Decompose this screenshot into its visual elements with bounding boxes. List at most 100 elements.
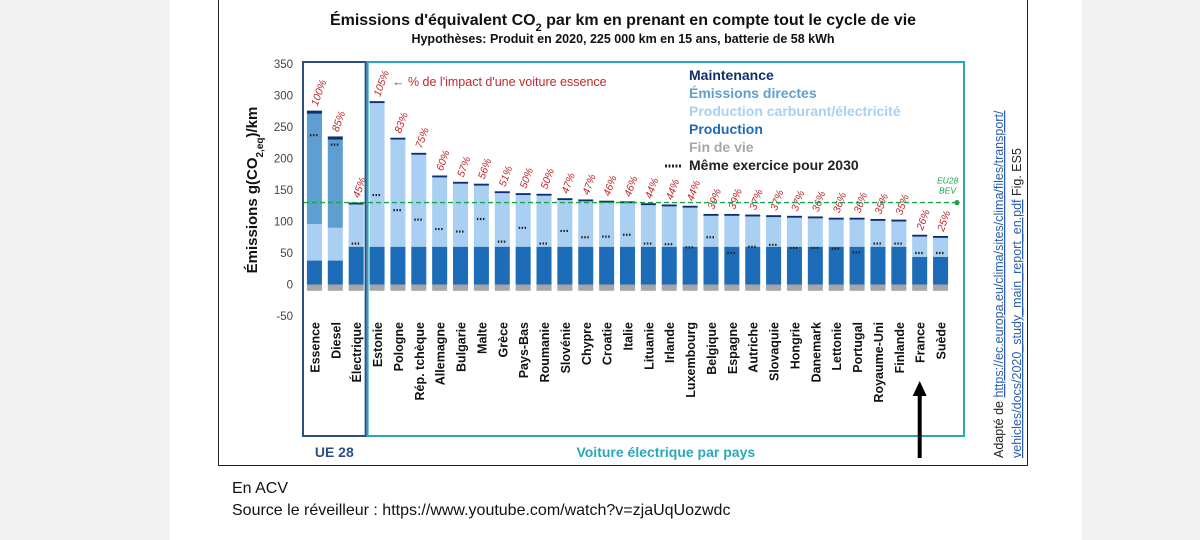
bar-segment-maintenance [473,183,489,186]
y-tick-label: 200 [274,154,293,166]
bar-segment-maintenance [536,193,552,196]
category-label: Chypre [580,322,594,365]
bar-segment-fin-de-vie [327,284,343,291]
category-label: Pologne [392,322,406,371]
bar-segment-production-carburant-lectricit- [640,205,656,247]
bar-segment-production-carburant-lectricit- [432,177,448,247]
bar-segment-fin-de-vie [661,284,677,291]
y-axis-label: Émissions g(CO2,eq)/km [244,107,266,274]
category-label: Finlande [893,322,907,373]
y-tick-label: 150 [274,185,293,197]
bar-segment-production [557,246,573,285]
bar-segment-fin-de-vie [682,284,698,291]
category-label: Lituanie [642,322,656,370]
bar-segment-maintenance [327,136,343,140]
bar-segment-production [766,246,782,285]
percent-label: 56% [476,157,494,181]
bar-segment-production [599,246,615,285]
figure-frame: Émissions d'équivalent CO2 par km en pre… [218,0,1028,466]
bar-segment-production-carburant-lectricit- [453,183,469,247]
percent-label: 35% [872,192,890,216]
bar-segment-maintenance [432,175,448,178]
source-line-2: vehicles/docs/2020_study_main_report_en.… [1010,148,1024,458]
bar-segment-fin-de-vie [870,284,886,291]
bar-segment-production-carburant-lectricit- [494,193,510,247]
bar-segment-maintenance [828,217,844,220]
category-label: Croatie [601,322,615,365]
france-arrowhead [912,381,927,396]
bar-segment-production [536,246,552,285]
category-label: Suède [935,322,949,360]
bar-segment-maintenance [786,215,802,218]
bar-segment-production-carburant-lectricit- [515,195,531,247]
bar-segment-production [578,246,594,285]
category-label: Slovaquie [768,322,782,381]
bar-segment-production [348,246,364,285]
category-label: Danemark [809,322,823,382]
legend-item: Production [689,121,763,137]
percent-label: 39% [706,187,724,211]
bar-segment-production [432,246,448,285]
category-label: Lettonie [830,322,844,371]
bar-segment-fin-de-vie [724,284,740,291]
percent-annotation: ← % de l'impact d'une voiture essence [392,75,607,89]
bar-segment-production-carburant-lectricit- [619,203,636,247]
bar-segment-production [703,246,719,285]
bar-segment-production-carburant-lectricit- [703,215,719,247]
bar-segment-production-carburant-lectricit- [473,185,489,247]
bar-segment-maintenance [870,218,886,221]
bar-segment-production [661,246,677,285]
category-label: Allemagne [434,322,448,385]
bar-segment-production-carburant-lectricit- [912,236,928,257]
bar-segment-production-carburant-lectricit- [411,154,427,247]
bar-segment-production [390,246,406,285]
bar-segment-production [515,246,531,285]
bar-segment--missions-directes [327,139,343,228]
bar-segment-fin-de-vie [745,284,761,291]
percent-label: 51% [497,164,515,188]
bar-segment-production-carburant-lectricit- [828,219,844,247]
bar-segment-production [411,246,427,285]
bar-segment-maintenance [390,137,406,140]
percent-label: 50% [539,167,557,191]
bar-segment-maintenance [849,217,865,220]
bar-segment-production-carburant-lectricit- [745,216,761,247]
percent-label: 35% [893,193,911,217]
bar-segment-fin-de-vie [828,284,844,291]
bar-segment-fin-de-vie [536,284,552,291]
percent-label: 57% [455,155,473,179]
bar-segment-fin-de-vie [432,284,448,291]
bar-segment-fin-de-vie [599,284,615,291]
bar-segment-production-carburant-lectricit- [390,139,406,247]
bar-segment-fin-de-vie [578,284,594,291]
bar-segment-production-carburant-lectricit- [536,195,552,247]
percent-label: 25% [935,209,954,234]
bar-segment-maintenance [745,214,761,217]
bar-segment-production-carburant-lectricit- [682,207,698,247]
percent-label: 37% [789,189,807,213]
bar-segment-fin-de-vie [891,284,907,291]
bar-segment-maintenance [912,234,928,237]
bar-segment-fin-de-vie [515,284,531,291]
bar-segment-production-carburant-lectricit- [327,227,343,261]
bar-segment-production [933,256,949,285]
category-label: Hongrie [788,322,802,369]
bar-segment-maintenance [557,198,573,201]
chart-title: Émissions d'équivalent CO2 par km en pre… [330,10,916,34]
legend-item: Maintenance [689,67,774,83]
bar-segment-production [745,246,761,285]
bar-segment-fin-de-vie [912,284,928,291]
bar-segment--missions-directes [306,113,322,225]
bar-segment-fin-de-vie [390,284,406,291]
bar-segment-fin-de-vie [411,284,427,291]
bar-segment-production-carburant-lectricit- [870,220,886,247]
bar-segment-maintenance [703,213,719,216]
category-label: Électrique [349,322,364,382]
bar-segment-production [494,246,510,285]
percent-label: 46% [601,174,619,198]
category-label: Roumanie [538,322,552,382]
bar-segment-maintenance [599,200,615,203]
bar-segment-production-carburant-lectricit- [849,219,865,247]
bar-segment-production [473,246,489,285]
percent-label: 105% [372,69,392,98]
